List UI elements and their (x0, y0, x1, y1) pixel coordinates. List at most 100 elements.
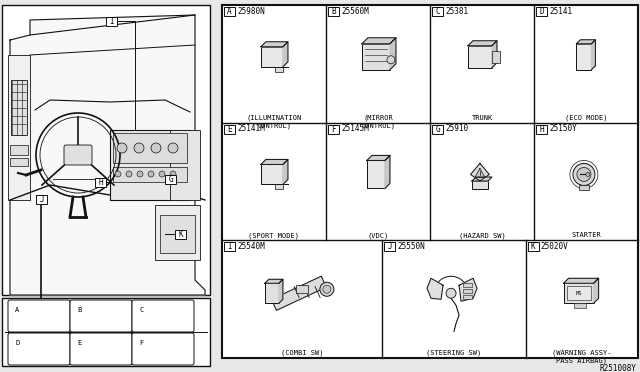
Circle shape (117, 143, 127, 153)
Text: F: F (139, 340, 143, 346)
Bar (261, 164, 283, 185)
Bar (265, 283, 279, 303)
Text: C: C (435, 7, 440, 16)
Text: K: K (178, 230, 183, 239)
Text: 25141M: 25141M (237, 124, 265, 133)
Circle shape (577, 167, 591, 182)
Bar (224, 7, 235, 16)
Bar (113, 167, 187, 182)
Text: TRUNK: TRUNK (472, 115, 493, 121)
Bar (468, 46, 492, 68)
FancyBboxPatch shape (64, 145, 92, 165)
Polygon shape (492, 41, 497, 68)
Text: STARTER: STARTER (571, 232, 601, 238)
Text: (COMBI SW): (COMBI SW) (281, 350, 323, 356)
Text: D: D (539, 7, 544, 16)
Circle shape (170, 171, 176, 177)
Bar (384, 242, 395, 251)
Text: 25381: 25381 (445, 6, 468, 16)
Circle shape (115, 171, 121, 177)
Text: K: K (531, 242, 536, 251)
Text: 25150Y: 25150Y (549, 124, 577, 133)
Bar (536, 125, 547, 134)
Circle shape (69, 146, 87, 164)
Bar (224, 242, 235, 251)
Bar (170, 130, 200, 200)
Bar (224, 125, 235, 134)
Circle shape (73, 150, 83, 160)
Text: I: I (109, 17, 114, 26)
Text: (STEERING SW): (STEERING SW) (426, 350, 481, 356)
Polygon shape (593, 278, 598, 303)
Text: C: C (139, 307, 143, 313)
Text: J: J (387, 242, 392, 251)
Text: MS: MS (575, 291, 582, 296)
Text: D: D (15, 340, 19, 346)
Polygon shape (271, 276, 326, 310)
Circle shape (148, 171, 154, 177)
Text: (SPORT MODE): (SPORT MODE) (248, 232, 300, 239)
Bar (261, 47, 283, 67)
Text: H: H (539, 125, 544, 134)
Polygon shape (362, 38, 396, 44)
Bar (432, 125, 443, 134)
Polygon shape (10, 15, 205, 295)
Bar (165, 175, 176, 184)
Bar (463, 289, 472, 293)
Circle shape (573, 163, 595, 185)
Polygon shape (283, 42, 288, 67)
Bar (275, 67, 283, 72)
Circle shape (479, 176, 481, 177)
Text: J: J (39, 195, 44, 204)
Text: 25145M: 25145M (341, 124, 369, 133)
Bar (536, 7, 547, 16)
Bar (113, 133, 187, 163)
Bar (10, 158, 28, 166)
Circle shape (159, 171, 165, 177)
Text: A: A (227, 7, 232, 16)
Bar (2, 5, 210, 295)
Circle shape (168, 143, 178, 153)
Bar (160, 215, 195, 253)
Bar (579, 185, 589, 190)
Bar (472, 181, 488, 189)
Text: 25540M: 25540M (237, 242, 265, 251)
Polygon shape (427, 278, 443, 299)
Text: (WARNING ASSY-
PASS AIRBAG): (WARNING ASSY- PASS AIRBAG) (552, 350, 612, 364)
Circle shape (387, 56, 395, 64)
Polygon shape (367, 155, 390, 160)
Circle shape (137, 171, 143, 177)
Bar (95, 178, 106, 187)
Polygon shape (591, 40, 595, 70)
FancyBboxPatch shape (132, 333, 194, 365)
Polygon shape (283, 160, 288, 185)
Bar (528, 242, 539, 251)
FancyBboxPatch shape (8, 300, 70, 332)
Text: (ILLUMINATION
CONTROL): (ILLUMINATION CONTROL) (246, 115, 301, 129)
Polygon shape (459, 278, 477, 301)
Text: G: G (435, 125, 440, 134)
Text: (ECO MODE): (ECO MODE) (564, 115, 607, 121)
Bar (564, 283, 593, 303)
Bar (106, 17, 117, 26)
Polygon shape (468, 41, 497, 46)
Text: I: I (227, 242, 232, 251)
Bar (463, 295, 472, 299)
Bar (8, 55, 30, 200)
Circle shape (134, 143, 144, 153)
Bar (328, 7, 339, 16)
Text: (MIRROR
CONTROL): (MIRROR CONTROL) (361, 115, 395, 129)
Bar (36, 195, 47, 204)
Polygon shape (279, 279, 283, 303)
Text: (HAZARD SW): (HAZARD SW) (459, 232, 506, 239)
Polygon shape (261, 42, 288, 47)
Bar (573, 303, 586, 308)
Bar (11, 80, 27, 135)
Text: B: B (77, 307, 81, 313)
Text: G: G (168, 175, 173, 184)
Bar (2, 298, 210, 366)
FancyBboxPatch shape (70, 300, 132, 332)
Text: 25141: 25141 (549, 6, 572, 16)
Circle shape (323, 285, 331, 293)
Bar (463, 283, 472, 287)
